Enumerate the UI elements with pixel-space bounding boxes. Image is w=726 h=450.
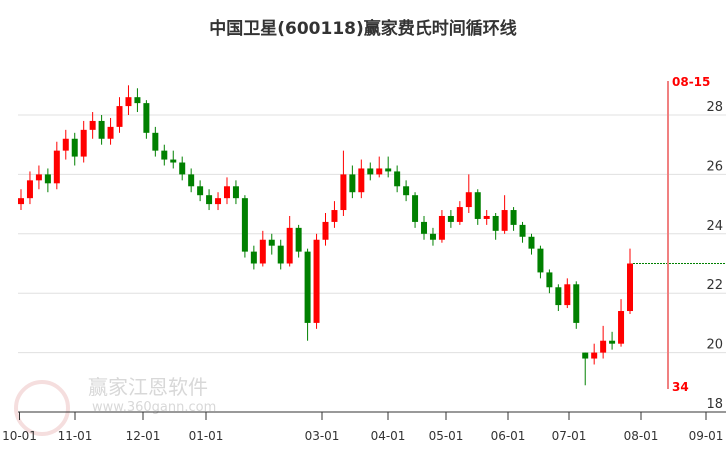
- candle-body: [600, 340, 607, 353]
- candle-body: [340, 174, 347, 211]
- y-tick-label: 28: [706, 100, 723, 115]
- candle-body: [232, 186, 239, 199]
- candle-body: [501, 210, 508, 231]
- candle-body: [26, 180, 33, 199]
- candle-body: [573, 284, 580, 323]
- candle-body: [322, 221, 329, 240]
- candle-body: [304, 251, 311, 323]
- candle-body: [223, 186, 230, 199]
- candle-body: [268, 239, 275, 246]
- candle-body: [465, 192, 472, 208]
- candle-body: [582, 352, 589, 359]
- candle-body: [537, 248, 544, 273]
- candle-body: [555, 287, 562, 306]
- candle-body: [474, 192, 481, 219]
- candle-body: [18, 198, 24, 205]
- candle-body: [483, 215, 490, 219]
- candle-body: [358, 168, 365, 193]
- candle-body: [429, 233, 436, 240]
- candle-body: [259, 239, 266, 264]
- candle-body: [546, 272, 553, 288]
- candle-body: [403, 186, 410, 196]
- candle-body: [367, 168, 374, 175]
- candle-body: [53, 150, 60, 184]
- candle-body: [564, 284, 571, 306]
- watermark-seal: [14, 380, 70, 436]
- candle-body: [170, 159, 177, 163]
- candle-body: [618, 311, 625, 344]
- y-tick-label: 26: [706, 159, 723, 174]
- candle-body: [277, 245, 284, 264]
- candle-body: [215, 198, 222, 205]
- x-tick-label: 03-01: [305, 429, 340, 443]
- candle-body: [197, 186, 204, 196]
- candle-body: [286, 227, 293, 264]
- candle-body: [161, 150, 168, 160]
- candle-body: [349, 174, 356, 193]
- y-tick-label: 22: [706, 278, 723, 293]
- candle-body: [510, 210, 517, 225]
- candle-body: [89, 120, 96, 130]
- candle-body: [376, 168, 383, 175]
- candle-body: [250, 251, 257, 264]
- candle-body: [609, 340, 616, 344]
- candle-body: [394, 171, 401, 187]
- x-tick-label: 11-01: [58, 429, 93, 443]
- x-tick-label: 04-01: [371, 429, 406, 443]
- candle-body: [62, 138, 69, 151]
- candle-body: [206, 195, 213, 205]
- candle-body: [627, 263, 633, 312]
- candle-body: [179, 162, 186, 175]
- candle-body: [447, 215, 454, 222]
- candle-body: [385, 168, 392, 172]
- candle-body: [71, 138, 78, 157]
- candle-body: [98, 120, 105, 139]
- candle-body: [528, 236, 535, 249]
- x-tick-label: 12-01: [126, 429, 161, 443]
- candle-body: [412, 195, 419, 222]
- y-tick-label: 24: [706, 219, 723, 234]
- cycle-count-label: 34: [672, 380, 689, 394]
- candle-body: [134, 97, 141, 104]
- y-tick-label: 18: [706, 397, 723, 412]
- x-tick-label: 10-01: [2, 429, 37, 443]
- candle-body: [116, 106, 123, 127]
- candle-body: [331, 210, 338, 222]
- x-tick-label: 05-01: [429, 429, 464, 443]
- candle-body: [519, 224, 526, 237]
- y-tick-label: 20: [706, 338, 723, 353]
- cycle-date-label: 08-15: [672, 75, 710, 89]
- candle-body: [591, 352, 598, 359]
- candle-body: [152, 132, 159, 151]
- x-tick-label: 09-01: [689, 429, 724, 443]
- x-tick-label: 01-01: [189, 429, 224, 443]
- candle-body: [125, 97, 132, 107]
- x-tick-label: 07-01: [552, 429, 587, 443]
- candle-body: [188, 174, 195, 187]
- candle-body: [492, 215, 499, 231]
- candle-body: [80, 129, 87, 157]
- candle-body: [295, 227, 302, 252]
- x-tick-label: 08-01: [624, 429, 659, 443]
- chart-title: 中国卫星(600118)赢家费氏时间循环线: [209, 19, 517, 39]
- candle-body: [241, 198, 248, 252]
- candle-body: [438, 215, 445, 240]
- candle-body: [35, 174, 42, 181]
- candle-body: [107, 126, 114, 139]
- candle-body: [421, 221, 428, 234]
- watermark-url: www.360gann.com: [92, 400, 217, 415]
- candle-body: [313, 239, 320, 323]
- x-tick-label: 06-01: [491, 429, 526, 443]
- watermark-brand: 赢家江恩软件: [88, 375, 208, 399]
- candle-body: [456, 207, 463, 222]
- candle-body: [44, 174, 51, 184]
- candle-body: [143, 103, 150, 133]
